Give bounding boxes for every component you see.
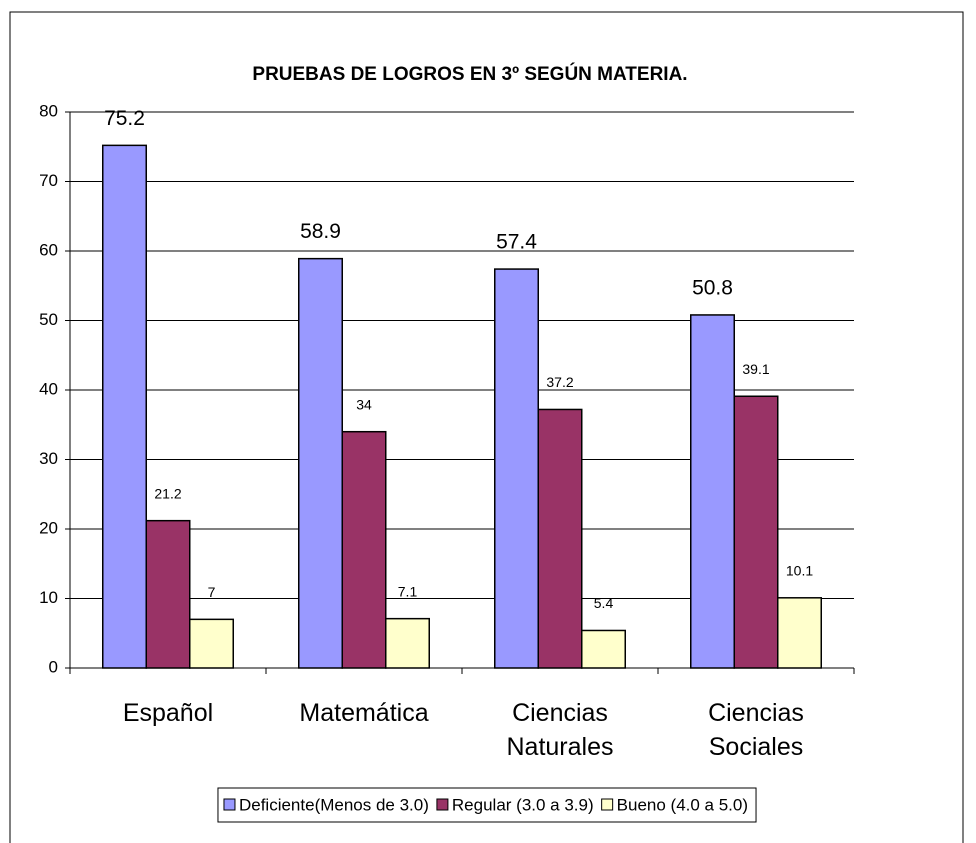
value-label: 10.1 (786, 563, 813, 579)
legend-label: Regular (3.0 a 3.9) (452, 795, 594, 814)
y-tick-label: 20 (39, 518, 58, 537)
y-tick-label: 60 (39, 240, 58, 259)
value-label: 50.8 (692, 276, 733, 299)
legend-label: Deficiente(Menos de 3.0) (239, 795, 429, 814)
x-tick-label: Ciencias Sociales (708, 699, 804, 761)
bar (189, 618, 234, 669)
bar (385, 617, 430, 669)
x-tick-label-box: Español (122, 699, 214, 727)
y-tick-label: 70 (39, 171, 58, 190)
value-label: 7 (208, 584, 216, 600)
value-label: 37.2 (546, 374, 573, 390)
x-tick-label: Español (122, 699, 214, 727)
y-tick-label: 10 (39, 588, 58, 607)
legend-swatch (223, 798, 236, 811)
bar (341, 430, 387, 669)
bar (494, 268, 539, 669)
legend: Deficiente(Menos de 3.0) Regular (3.0 a 3… (217, 787, 757, 823)
value-label: 5.4 (594, 595, 614, 611)
legend-label: Bueno (4.0 a 5.0) (617, 795, 748, 814)
bar (145, 519, 191, 669)
x-tick-label-box: Matemática (299, 699, 429, 727)
bar (102, 144, 147, 669)
bar (733, 395, 779, 669)
bar (298, 257, 343, 669)
y-tick-label: 40 (39, 379, 58, 398)
bar (777, 597, 822, 669)
chart-title: PRUEBAS DE LOGROS EN 3º SEGÚN MATERIA. (252, 63, 687, 85)
chart-frame (9, 11, 964, 843)
x-tick-label-box: Ciencias Sociales (708, 699, 804, 761)
legend-swatch (436, 798, 449, 811)
x-tick-label-box: Ciencias Naturales (506, 699, 614, 761)
y-tick-label: 50 (39, 310, 58, 329)
legend-box (217, 787, 757, 823)
value-label: 7.1 (398, 583, 418, 599)
value-label: 39.1 (742, 361, 769, 377)
value-label: 58.9 (300, 220, 341, 243)
x-tick-label: Matemática (299, 699, 429, 727)
legend-swatch (601, 798, 614, 811)
value-label: 57.4 (496, 231, 537, 254)
value-label: 34 (356, 396, 372, 412)
y-tick-label: 30 (39, 449, 58, 468)
bar (581, 629, 626, 669)
y-tick-label: 80 (39, 101, 58, 120)
x-tick-label: Ciencias Naturales (506, 699, 614, 761)
y-tick-label: 0 (49, 657, 58, 676)
value-label: 21.2 (154, 485, 181, 501)
value-label: 75.2 (104, 107, 145, 130)
bar (537, 408, 583, 669)
bar (690, 314, 735, 669)
